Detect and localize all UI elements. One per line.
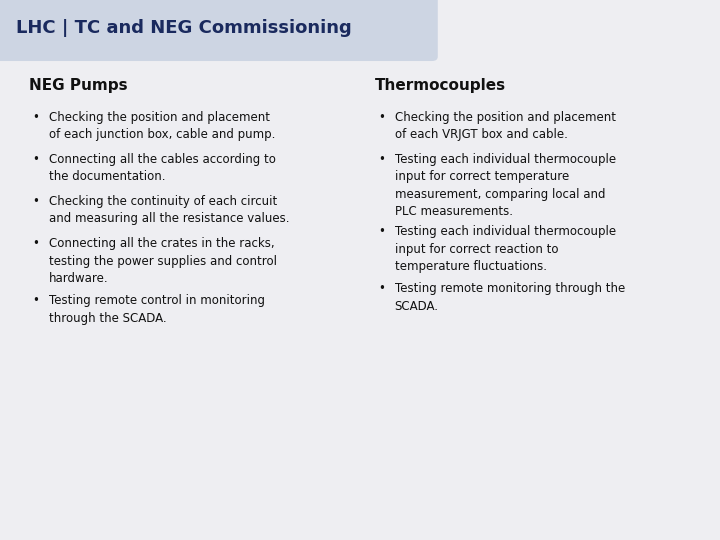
Text: •: • bbox=[32, 195, 40, 208]
Text: Connecting all the crates in the racks,
testing the power supplies and control
h: Connecting all the crates in the racks, … bbox=[49, 237, 277, 285]
Text: •: • bbox=[32, 111, 40, 124]
Text: •: • bbox=[378, 111, 385, 124]
Text: •: • bbox=[32, 153, 40, 166]
Text: •: • bbox=[378, 153, 385, 166]
Text: Checking the continuity of each circuit
and measuring all the resistance values.: Checking the continuity of each circuit … bbox=[49, 195, 289, 225]
Text: Testing remote monitoring through the
SCADA.: Testing remote monitoring through the SC… bbox=[395, 282, 625, 313]
Text: •: • bbox=[378, 282, 385, 295]
Text: LHC | TC and NEG Commissioning: LHC | TC and NEG Commissioning bbox=[16, 19, 351, 37]
Text: Testing remote control in monitoring
through the SCADA.: Testing remote control in monitoring thr… bbox=[49, 294, 265, 325]
Text: Testing each individual thermocouple
input for correct reaction to
temperature f: Testing each individual thermocouple inp… bbox=[395, 225, 616, 273]
Text: Testing each individual thermocouple
input for correct temperature
measurement, : Testing each individual thermocouple inp… bbox=[395, 153, 616, 218]
Text: Checking the position and placement
of each junction box, cable and pump.: Checking the position and placement of e… bbox=[49, 111, 275, 141]
Text: Thermocouples: Thermocouples bbox=[374, 78, 505, 93]
Text: •: • bbox=[378, 225, 385, 238]
Text: •: • bbox=[32, 237, 40, 250]
Text: NEG Pumps: NEG Pumps bbox=[29, 78, 127, 93]
Text: Checking the position and placement
of each VRJGT box and cable.: Checking the position and placement of e… bbox=[395, 111, 616, 141]
Text: Connecting all the cables according to
the documentation.: Connecting all the cables according to t… bbox=[49, 153, 276, 183]
Text: •: • bbox=[32, 294, 40, 307]
